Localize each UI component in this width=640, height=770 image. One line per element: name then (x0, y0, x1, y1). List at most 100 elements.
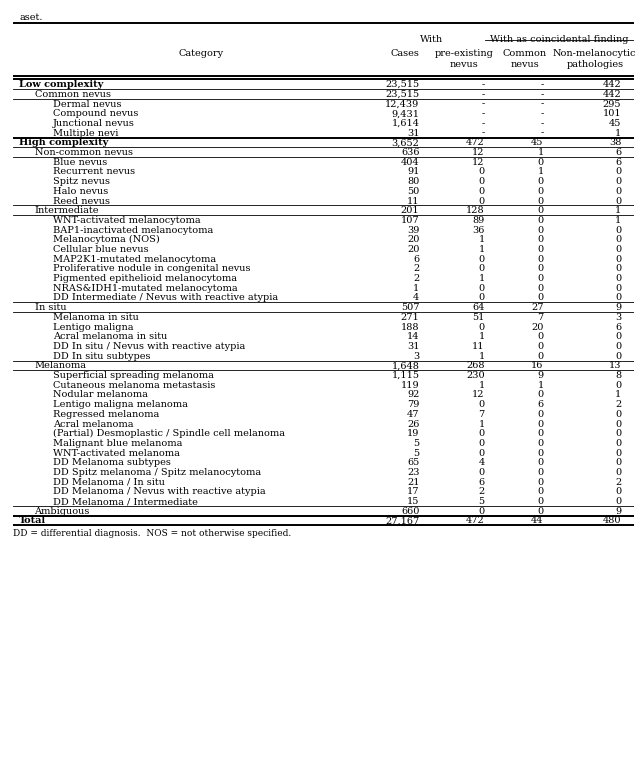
Text: 1: 1 (615, 216, 621, 225)
Text: DD Intermediate / Nevus with reactive atypia: DD Intermediate / Nevus with reactive at… (53, 293, 278, 303)
Text: 12: 12 (472, 390, 484, 400)
Text: 2: 2 (413, 274, 419, 283)
Text: Low complexity: Low complexity (19, 80, 103, 89)
Text: -: - (481, 99, 484, 109)
Text: 1: 1 (478, 332, 484, 341)
Text: 101: 101 (602, 109, 621, 119)
Text: 0: 0 (538, 216, 543, 225)
Text: 4: 4 (413, 293, 419, 303)
Text: 268: 268 (466, 361, 484, 370)
Text: 0: 0 (538, 177, 543, 186)
Text: DD In situ subtypes: DD In situ subtypes (53, 352, 150, 360)
Text: 45: 45 (531, 139, 543, 147)
Text: 1,115: 1,115 (392, 371, 419, 380)
Text: 47: 47 (407, 410, 419, 419)
Text: 8: 8 (615, 371, 621, 380)
Text: DD Melanoma subtypes: DD Melanoma subtypes (53, 458, 171, 467)
Text: 39: 39 (407, 226, 419, 235)
Text: 26: 26 (407, 420, 419, 429)
Text: 107: 107 (401, 216, 419, 225)
Text: 0: 0 (538, 449, 543, 457)
Text: Dermal nevus: Dermal nevus (53, 99, 122, 109)
Text: 0: 0 (615, 410, 621, 419)
Text: Common nevus: Common nevus (35, 90, 111, 99)
Text: 23: 23 (407, 468, 419, 477)
Text: 31: 31 (407, 129, 419, 138)
Text: 6: 6 (413, 255, 419, 263)
Text: 0: 0 (538, 468, 543, 477)
Text: 2: 2 (478, 487, 484, 497)
Text: 0: 0 (615, 255, 621, 263)
Text: 1: 1 (413, 284, 419, 293)
Text: 0: 0 (538, 477, 543, 487)
Text: 79: 79 (407, 400, 419, 409)
Text: 0: 0 (538, 226, 543, 235)
Text: Ambiguous: Ambiguous (35, 507, 90, 516)
Text: 1: 1 (538, 148, 543, 157)
Text: 6: 6 (615, 158, 621, 167)
Text: 7: 7 (478, 410, 484, 419)
Text: DD Melanoma / In situ: DD Melanoma / In situ (53, 477, 165, 487)
Text: 19: 19 (407, 429, 419, 438)
Text: 27,167: 27,167 (385, 517, 419, 525)
Text: 0: 0 (538, 342, 543, 351)
Text: 5: 5 (479, 497, 484, 506)
Text: 507: 507 (401, 303, 419, 312)
Text: 20: 20 (407, 236, 419, 244)
Text: Superficial spreading melanoma: Superficial spreading melanoma (53, 371, 214, 380)
Text: 0: 0 (479, 449, 484, 457)
Text: DD Spitz melanoma / Spitz melanocytoma: DD Spitz melanoma / Spitz melanocytoma (53, 468, 261, 477)
Text: 0: 0 (615, 439, 621, 448)
Text: 0: 0 (615, 468, 621, 477)
Text: (Partial) Desmoplastic / Spindle cell melanoma: (Partial) Desmoplastic / Spindle cell me… (53, 429, 285, 438)
Text: 0: 0 (479, 255, 484, 263)
Text: 23,515: 23,515 (385, 90, 419, 99)
Text: 20: 20 (531, 323, 543, 332)
Text: Common
nevus: Common nevus (503, 49, 547, 69)
Text: 1: 1 (615, 206, 621, 215)
Text: 9: 9 (615, 507, 621, 516)
Text: 0: 0 (538, 420, 543, 429)
Text: 480: 480 (603, 517, 621, 525)
Text: 0: 0 (538, 274, 543, 283)
Text: WNT-activated melanoma: WNT-activated melanoma (53, 449, 180, 457)
Text: Category: Category (178, 49, 223, 59)
Text: 0: 0 (479, 187, 484, 196)
Text: 0: 0 (615, 293, 621, 303)
Text: 0: 0 (615, 177, 621, 186)
Text: 12: 12 (472, 148, 484, 157)
Text: 6: 6 (479, 477, 484, 487)
Text: 0: 0 (479, 167, 484, 176)
Text: 0: 0 (615, 458, 621, 467)
Text: 2: 2 (615, 400, 621, 409)
Text: 0: 0 (538, 439, 543, 448)
Text: 0: 0 (538, 206, 543, 215)
Text: Cases: Cases (390, 49, 419, 59)
Text: 11: 11 (472, 342, 484, 351)
Text: 0: 0 (615, 380, 621, 390)
Text: Lentigo maligna melanoma: Lentigo maligna melanoma (53, 400, 188, 409)
Text: 0: 0 (615, 284, 621, 293)
Text: 0: 0 (615, 274, 621, 283)
Text: 21: 21 (407, 477, 419, 487)
Text: 0: 0 (538, 332, 543, 341)
Text: 12: 12 (472, 158, 484, 167)
Text: 404: 404 (401, 158, 419, 167)
Text: 92: 92 (407, 390, 419, 400)
Text: 1: 1 (615, 129, 621, 138)
Text: Malignant blue melanoma: Malignant blue melanoma (53, 439, 182, 448)
Text: 0: 0 (615, 497, 621, 506)
Text: 0: 0 (615, 420, 621, 429)
Text: 0: 0 (538, 352, 543, 360)
Text: Recurrent nevus: Recurrent nevus (53, 167, 135, 176)
Text: 0: 0 (538, 187, 543, 196)
Text: -: - (540, 99, 543, 109)
Text: 0: 0 (538, 284, 543, 293)
Text: 0: 0 (479, 293, 484, 303)
Text: 0: 0 (615, 245, 621, 254)
Text: 1: 1 (538, 380, 543, 390)
Text: 271: 271 (401, 313, 419, 322)
Text: 0: 0 (479, 439, 484, 448)
Text: 1: 1 (478, 274, 484, 283)
Text: 0: 0 (538, 487, 543, 497)
